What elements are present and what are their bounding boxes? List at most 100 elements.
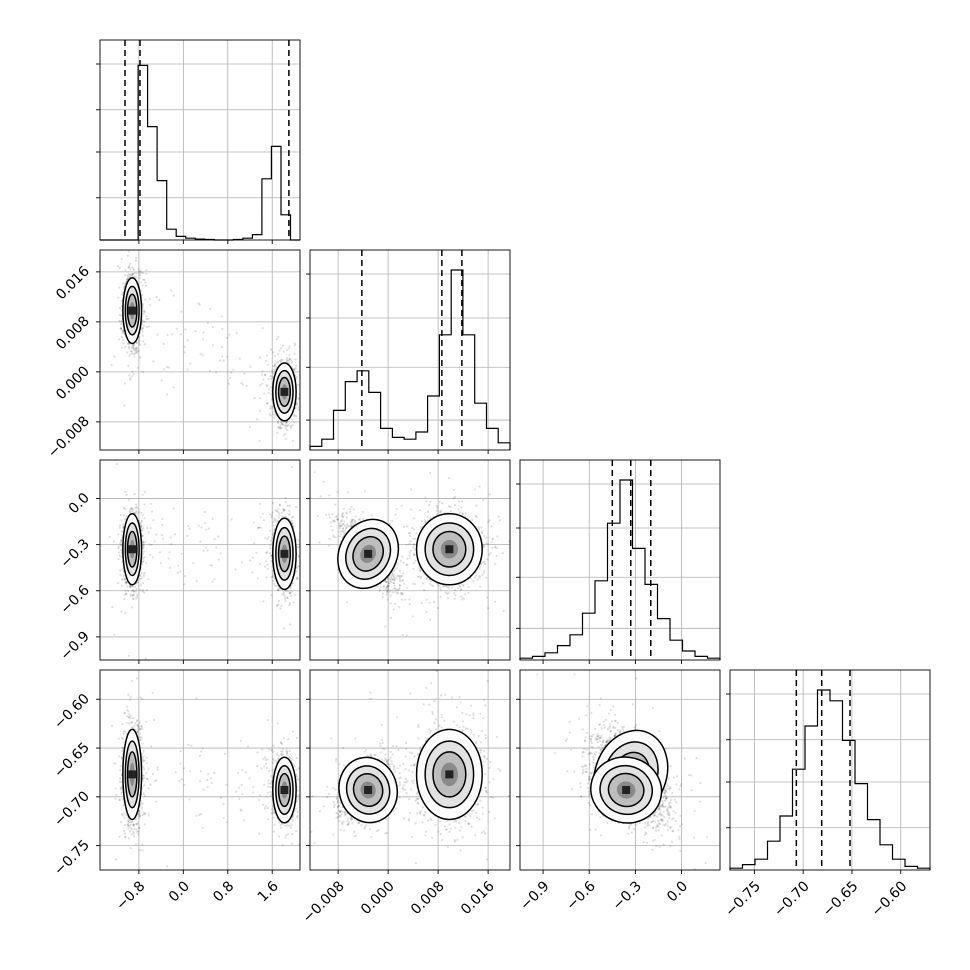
density-peak — [280, 387, 289, 396]
xtick-label: 0.000 — [358, 878, 398, 918]
density-peak — [445, 770, 454, 779]
ytick-label: 0.008 — [53, 313, 93, 353]
contour — [126, 751, 138, 798]
hist-frame — [309, 249, 511, 451]
ytick-label: −0.6 — [57, 582, 92, 617]
panel-frame — [519, 669, 721, 871]
contour — [126, 530, 138, 568]
hist-grid-2 — [520, 460, 720, 660]
xtick-label: −0.75 — [722, 878, 764, 920]
contour — [345, 527, 392, 580]
xtick-label: −0.3 — [610, 878, 645, 913]
hist-frame — [519, 459, 721, 661]
contour — [337, 518, 400, 589]
histogram-2 — [519, 479, 721, 660]
contour — [424, 522, 475, 577]
contour — [277, 535, 292, 573]
contour — [607, 772, 645, 808]
contour — [345, 765, 391, 815]
contour — [126, 293, 138, 328]
xtick-label: −0.6 — [563, 878, 598, 913]
contour — [124, 740, 140, 809]
contour — [338, 756, 399, 824]
contour — [272, 362, 297, 422]
contour — [122, 512, 143, 586]
panel-0-3 — [99, 669, 301, 871]
density-peak — [128, 545, 137, 554]
contour — [275, 369, 294, 414]
xtick-label: 0.016 — [458, 878, 498, 918]
panel-frame — [99, 459, 301, 661]
grid-0-2 — [100, 460, 300, 660]
contour — [432, 530, 467, 568]
contour — [352, 535, 384, 572]
xtick-label: 0.0 — [664, 878, 691, 905]
hist-frame — [729, 669, 931, 871]
contour — [277, 772, 292, 808]
histogram-1 — [309, 269, 511, 450]
contour — [432, 751, 467, 798]
hist-grid-1 — [310, 250, 510, 450]
contour — [122, 728, 143, 821]
contour — [124, 522, 140, 577]
panel-frame — [99, 249, 301, 451]
panel-frame — [309, 459, 511, 661]
contour — [277, 376, 292, 408]
xtick-label: −0.9 — [517, 878, 552, 913]
density-peak — [364, 549, 373, 558]
panel-2-3 — [519, 669, 721, 871]
density-peak — [445, 545, 454, 554]
hist-panel-2 — [516, 459, 721, 661]
xtick-label: 0.0 — [166, 878, 193, 905]
hist-panel-1 — [306, 249, 511, 451]
ytick-label: 0.0 — [66, 490, 93, 517]
ytick-label: −0.70 — [51, 788, 93, 830]
xtick-label: −0.60 — [869, 878, 911, 920]
xtick-label: 0.8 — [210, 878, 237, 905]
ytick-label: −0.75 — [51, 837, 93, 879]
density-peak — [280, 549, 289, 558]
ytick-label: −0.008 — [45, 413, 93, 461]
contour — [272, 517, 297, 591]
density-peak — [622, 786, 631, 794]
panel-1-3 — [309, 669, 511, 871]
hist-grid-0 — [100, 40, 300, 240]
xtick-label: −0.70 — [771, 878, 813, 920]
panel-0-2 — [99, 459, 301, 661]
histogram-3 — [729, 689, 931, 870]
ytick-label: 0.016 — [53, 263, 93, 303]
contour — [424, 740, 475, 809]
scatter-0-1 — [110, 250, 300, 442]
xtick-label: −0.65 — [820, 878, 862, 920]
contour — [599, 764, 654, 816]
density-peak — [128, 770, 137, 779]
panel-frame — [99, 669, 301, 871]
contour — [272, 756, 297, 824]
panel-frame — [309, 669, 511, 871]
panel-0-1 — [99, 249, 301, 451]
contour — [590, 756, 663, 824]
hist-frame — [99, 39, 301, 241]
histogram-0 — [100, 64, 300, 241]
ytick-label: 0.000 — [53, 363, 93, 403]
density-peak — [280, 786, 289, 794]
xtick-label: −0.8 — [113, 878, 148, 913]
density-peak — [364, 786, 373, 794]
ytick-label: −0.60 — [51, 691, 93, 733]
xtick-label: −0.008 — [300, 878, 348, 926]
contour — [124, 285, 140, 336]
density-peak — [128, 306, 137, 315]
contour — [275, 765, 294, 815]
xtick-label: 1.6 — [255, 878, 282, 905]
hist-panel-0 — [96, 39, 301, 241]
hist-panel-3 — [726, 669, 931, 871]
contour — [352, 772, 384, 808]
contour — [415, 728, 483, 821]
contour — [415, 512, 483, 586]
xtick-label: 0.008 — [408, 878, 448, 918]
contour — [275, 526, 294, 581]
panel-1-2 — [309, 459, 511, 661]
ytick-label: −0.9 — [57, 628, 92, 663]
ytick-label: −0.3 — [57, 536, 92, 571]
